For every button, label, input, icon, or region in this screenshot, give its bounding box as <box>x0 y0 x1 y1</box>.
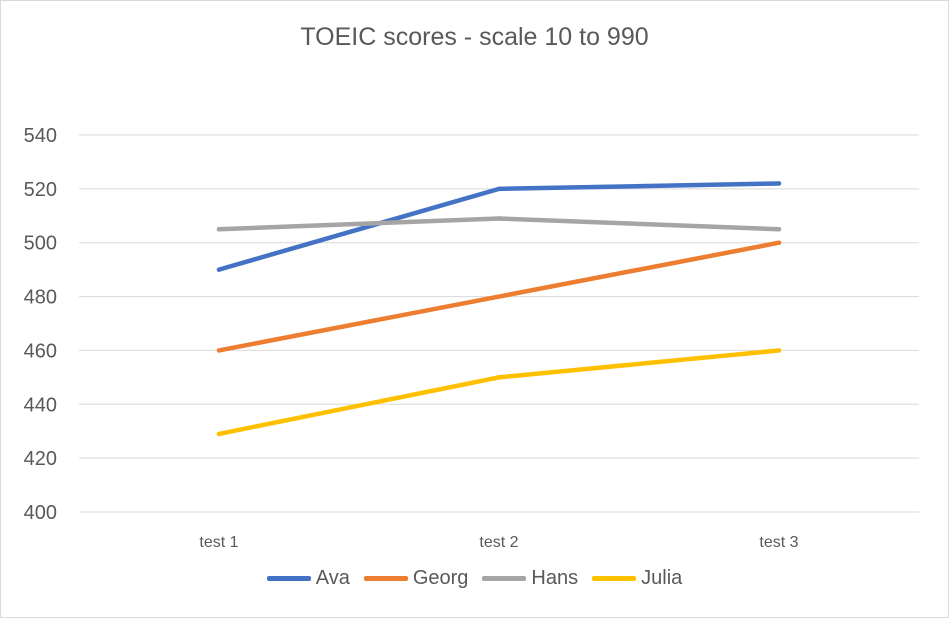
legend-item-julia: Julia <box>592 567 682 590</box>
data-point-georg <box>496 294 502 299</box>
data-point-ava <box>496 186 502 192</box>
legend-item-hans: Hans <box>482 567 578 590</box>
data-point-hans <box>216 227 222 232</box>
y-axis-tick-labels: 400 420 440 460 480 500 520 540 <box>24 125 57 524</box>
data-point-ava <box>216 267 222 272</box>
legend-swatch <box>482 576 527 581</box>
legend-swatch <box>592 576 637 581</box>
chart-title: TOEIC scores - scale 10 to 990 <box>300 23 649 51</box>
series-line-julia <box>216 348 782 437</box>
legend-label: Ava <box>315 567 350 589</box>
data-point-georg <box>776 240 782 245</box>
data-point-georg <box>216 348 222 353</box>
y-tick-label: 400 <box>24 502 57 524</box>
data-point-hans <box>776 227 782 232</box>
legend-swatch <box>266 576 311 581</box>
x-tick-label: test 1 <box>199 534 238 551</box>
legend: Ava Georg Hans Julia <box>1 567 948 590</box>
y-tick-label: 520 <box>24 179 57 201</box>
legend-label: Julia <box>641 567 683 589</box>
legend-label: Hans <box>531 567 579 589</box>
legend-swatch <box>363 576 408 581</box>
y-tick-label: 540 <box>24 125 57 147</box>
y-tick-label: 480 <box>24 287 57 309</box>
series-lines <box>216 181 782 437</box>
legend-item-ava: Ava <box>266 567 350 590</box>
data-point-julia <box>776 348 782 353</box>
y-tick-label: 460 <box>24 340 57 362</box>
data-point-julia <box>496 375 502 380</box>
y-tick-label: 440 <box>24 394 57 416</box>
x-tick-label: test 3 <box>759 534 798 551</box>
y-tick-label: 420 <box>24 448 57 470</box>
y-tick-label: 500 <box>24 233 57 255</box>
x-axis-tick-labels: test 1 test 2 test 3 <box>199 534 798 551</box>
data-point-hans <box>496 216 502 221</box>
gridlines <box>79 134 919 513</box>
data-point-ava <box>776 181 782 186</box>
legend-label: Georg <box>412 567 469 589</box>
legend-item-georg: Georg <box>363 567 469 590</box>
data-point-julia <box>216 431 222 437</box>
x-tick-label: test 2 <box>479 534 518 551</box>
